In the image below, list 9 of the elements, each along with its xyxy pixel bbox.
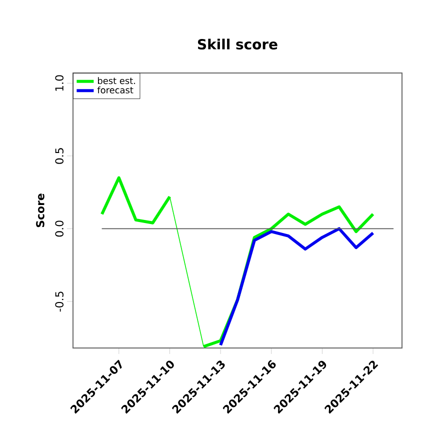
chart-title: Skill score <box>198 38 278 50</box>
y-tick-label: -0.5 <box>55 292 64 312</box>
line-series <box>219 227 375 347</box>
y-tick-label: 0.0 <box>55 220 64 237</box>
y-tick-label: 1.0 <box>55 75 64 91</box>
y-tick-label: 0.5 <box>55 148 64 164</box>
y-axis-title: Score <box>36 194 44 228</box>
legend-label: best est. <box>98 77 136 84</box>
legend-label: forecast <box>97 86 134 94</box>
